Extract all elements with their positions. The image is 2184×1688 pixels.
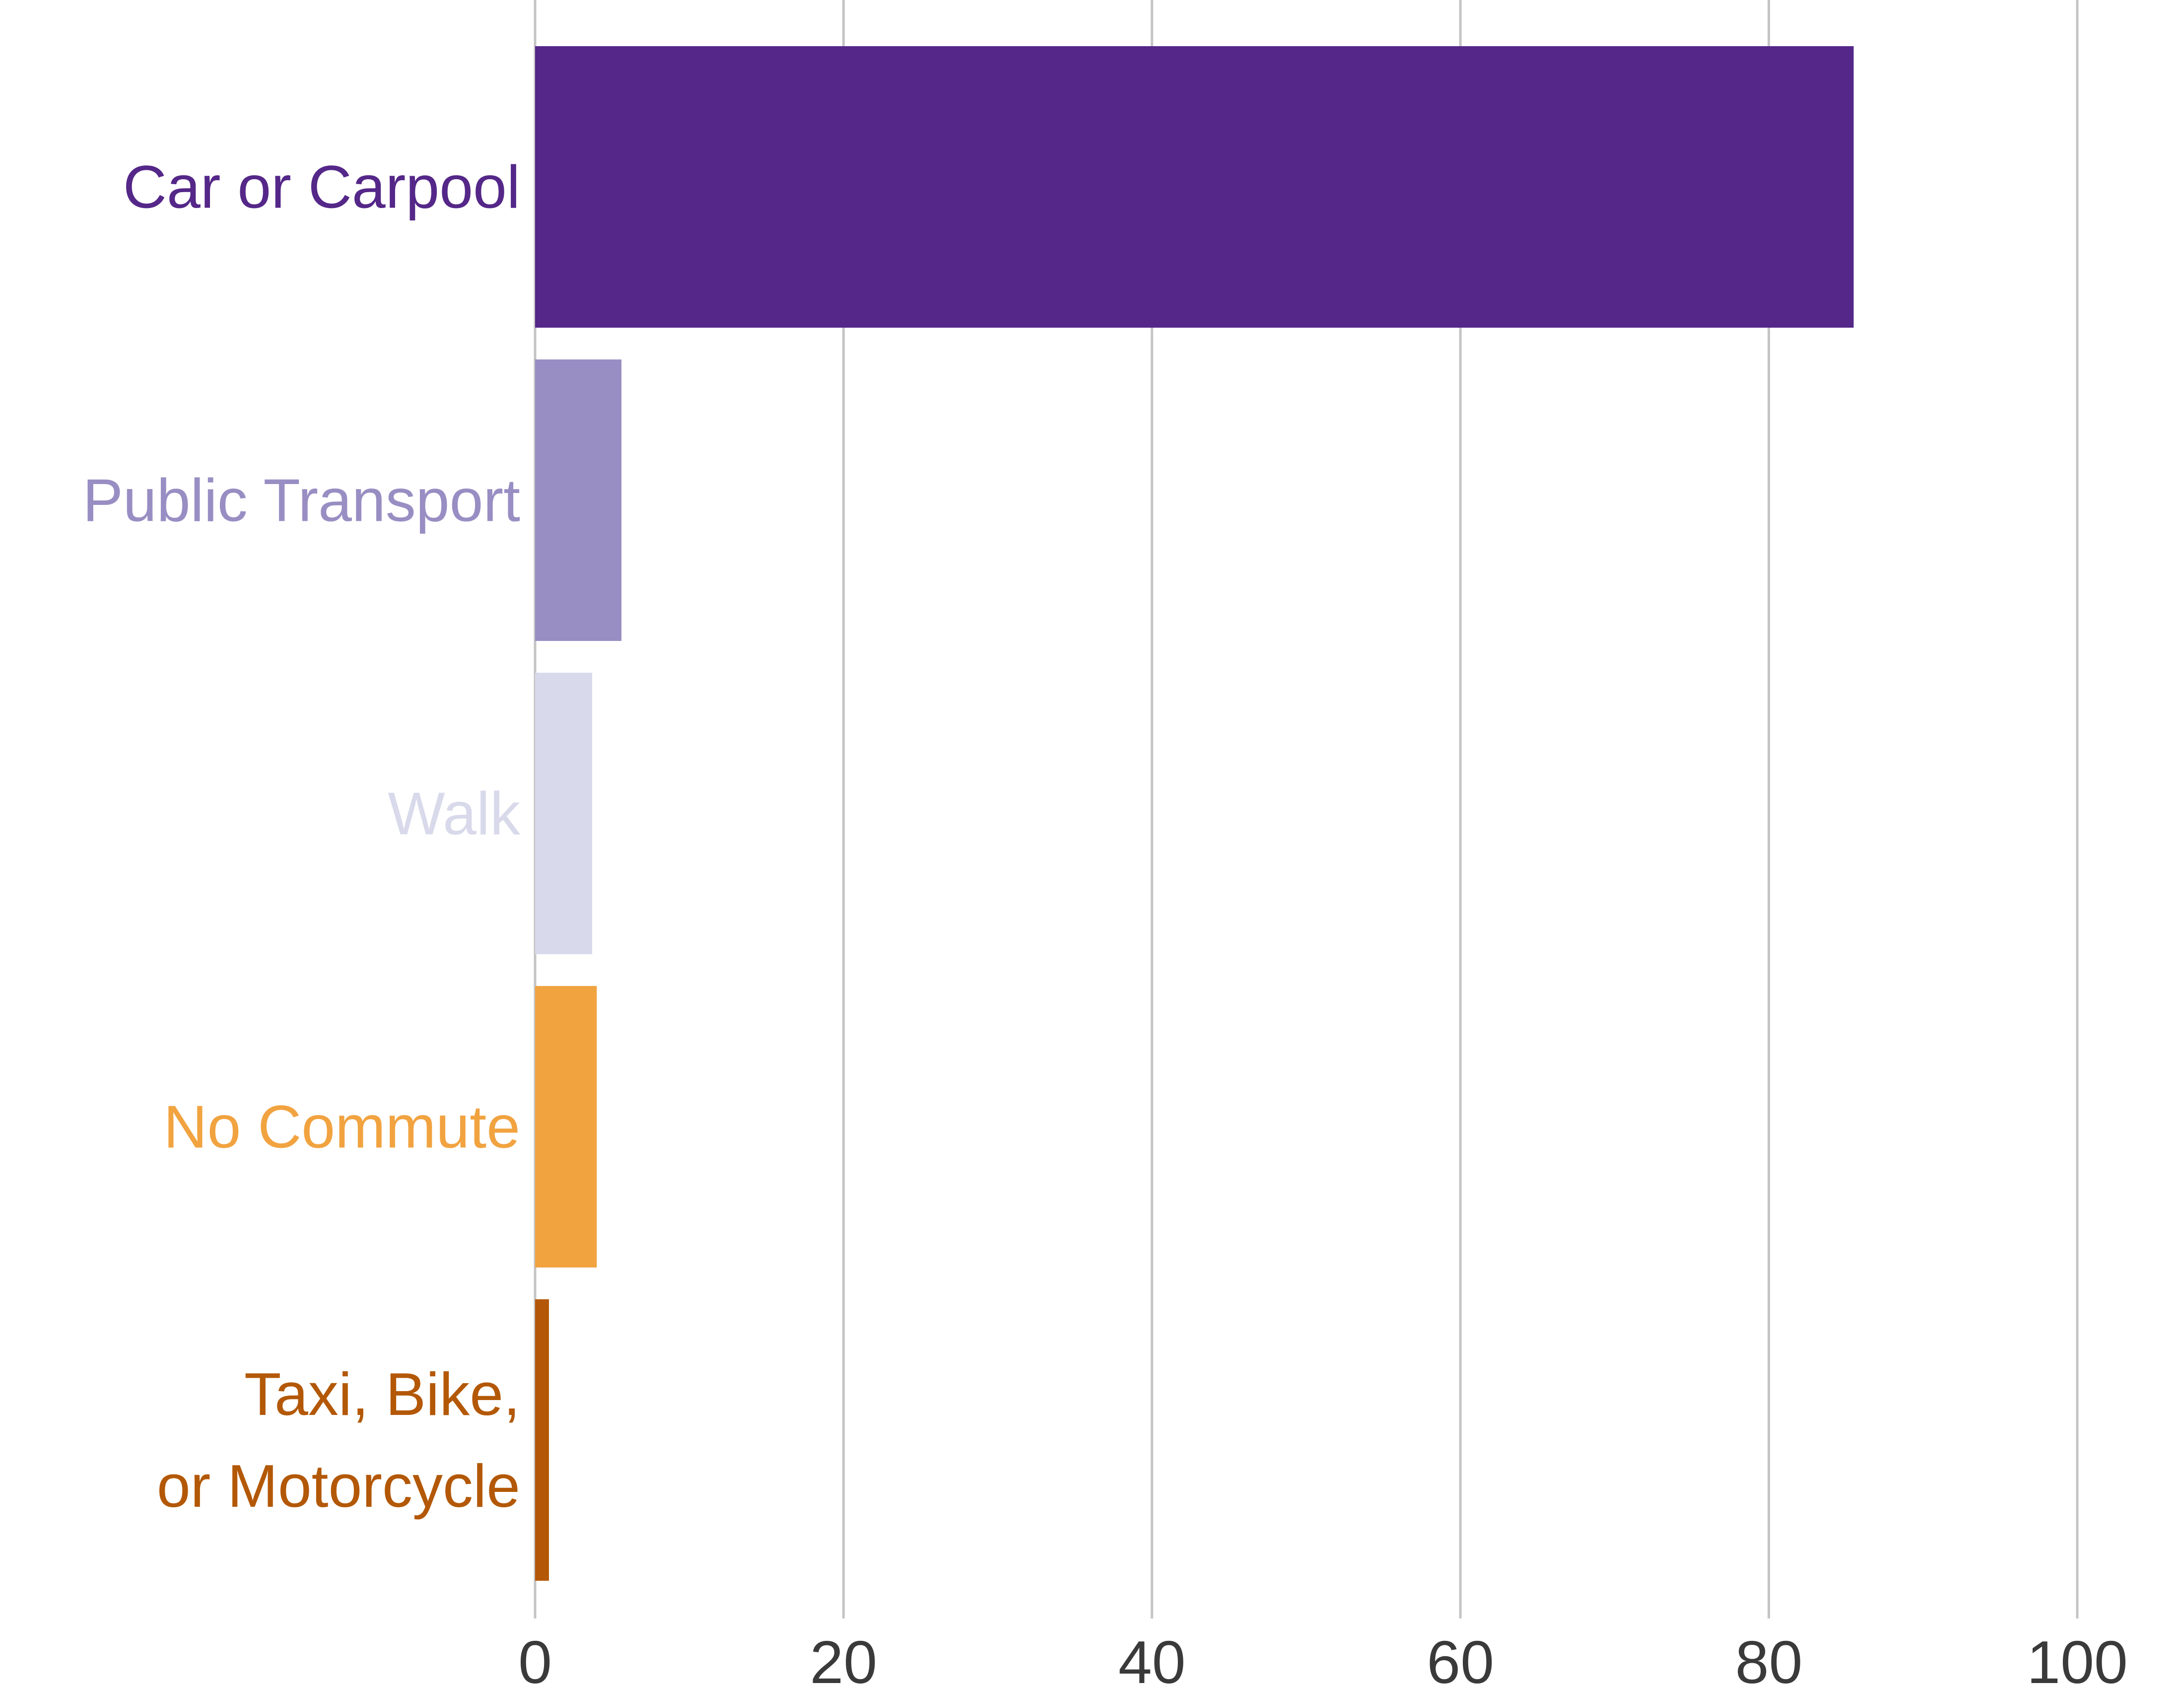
x-tick-label-0: 0 <box>518 1628 552 1688</box>
category-label-line: Car or Carpool <box>123 153 520 221</box>
category-label-line: No Commute <box>163 1093 520 1161</box>
bar-taxi-bike-or-motorcycle <box>535 1299 549 1581</box>
x-tick-label-20: 20 <box>810 1628 878 1688</box>
bars <box>535 46 1854 1581</box>
bar-car-or-carpool <box>535 46 1854 328</box>
category-label-line: or Motorcycle <box>157 1452 520 1520</box>
category-label-line: Public Transport <box>82 467 520 534</box>
category-label-car-or-carpool: Car or Carpool <box>123 153 520 221</box>
category-label-public-transport: Public Transport <box>82 467 520 534</box>
x-tick-label-60: 60 <box>1427 1628 1494 1688</box>
bar-walk <box>535 673 592 954</box>
x-tick-label-40: 40 <box>1118 1628 1186 1688</box>
category-label-taxi-bike-or-motorcycle: Taxi, Bike, or Motorcycle <box>157 1360 520 1520</box>
category-label-walk: Walk <box>388 780 521 847</box>
category-label-no-commute: No Commute <box>163 1093 520 1161</box>
x-axis-ticks: 0 20 40 60 80 100 <box>518 1628 2128 1688</box>
category-label-line: Taxi, Bike, <box>244 1360 520 1428</box>
bar-no-commute <box>535 986 597 1267</box>
category-label-line: Walk <box>388 780 521 847</box>
x-tick-label-80: 80 <box>1735 1628 1803 1688</box>
bar-public-transport <box>535 359 621 641</box>
category-labels: Car or Carpool Public Transport Walk No Com… <box>82 153 521 1520</box>
x-tick-label-100: 100 <box>2027 1628 2128 1688</box>
